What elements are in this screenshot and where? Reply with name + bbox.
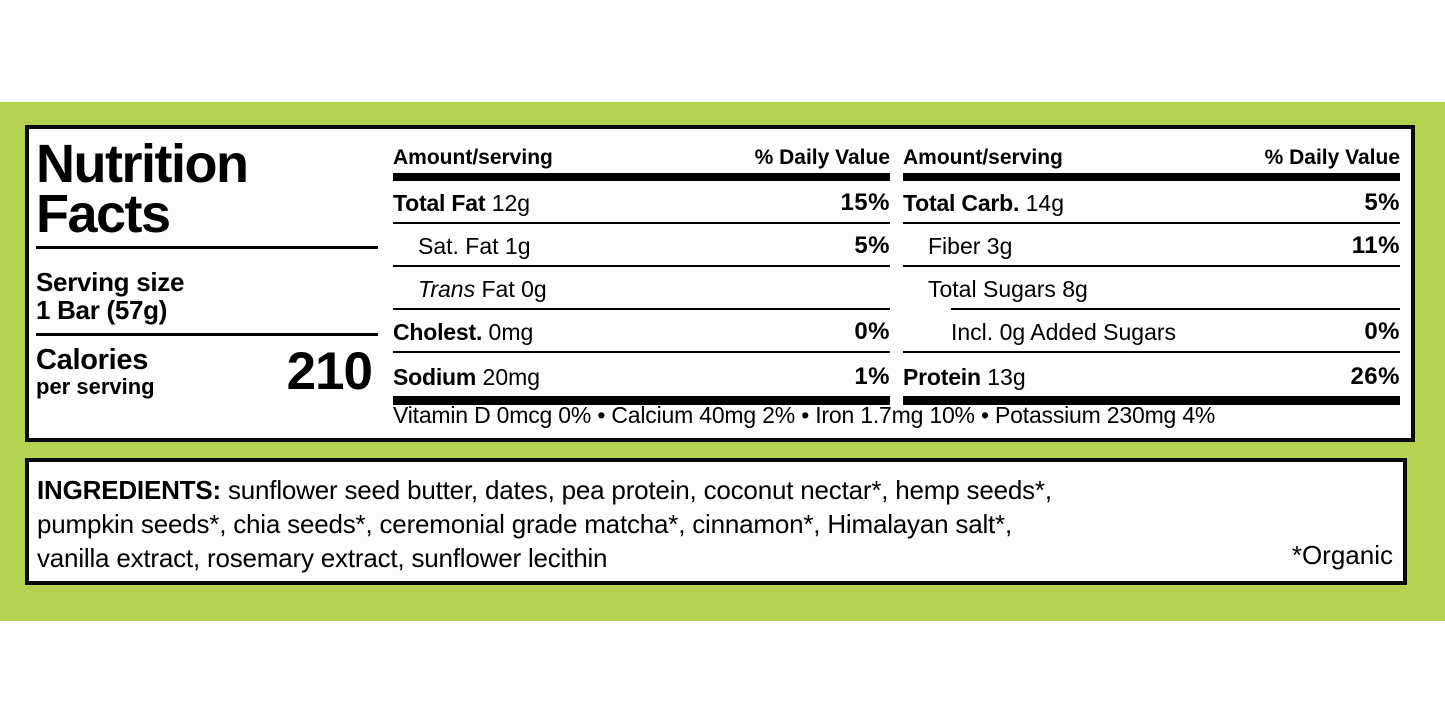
daily-value: 0% bbox=[1364, 318, 1400, 345]
row-added-sugars: Incl. 0g Added Sugars 0% bbox=[903, 310, 1400, 353]
divider-line bbox=[36, 333, 378, 336]
nutrient-amount: 20mg bbox=[476, 364, 541, 390]
calories-value: 210 bbox=[286, 342, 373, 401]
row-cholesterol: Cholest. 0mg 0% bbox=[393, 310, 890, 353]
nutrient-name: Cholest. bbox=[393, 319, 483, 345]
nutrient-amount: Fat 0g bbox=[475, 276, 547, 302]
nutrient-amount: 12g bbox=[485, 190, 531, 216]
header-amount-serving: Amount/serving bbox=[903, 146, 1063, 169]
nutrient-name: Total Fat bbox=[393, 190, 486, 216]
calories-block: Calories per serving 210 bbox=[36, 345, 378, 399]
serving-size-block: Serving size 1 Bar (57g) bbox=[36, 268, 378, 324]
nutrition-facts-panel: Nutrition Facts Serving size 1 Bar (57g)… bbox=[25, 125, 1415, 442]
micronutrients-line: Vitamin D 0mcg 0% • Calcium 40mg 2% • Ir… bbox=[393, 402, 1216, 428]
daily-value: 15% bbox=[840, 189, 890, 216]
nutrient-column-right: Amount/serving % Daily Value Total Carb.… bbox=[903, 141, 1400, 405]
row-sodium: Sodium 20mg 1% bbox=[393, 353, 890, 396]
calories-labels: Calories per serving bbox=[36, 345, 155, 399]
serving-size-label: Serving size bbox=[36, 267, 185, 297]
header-daily-value: % Daily Value bbox=[1264, 146, 1400, 169]
indented-rule bbox=[951, 308, 1400, 310]
ingredients-panel: INGREDIENTS: sunflower seed butter, date… bbox=[25, 458, 1407, 585]
nutrient-amount: Fiber 3g bbox=[928, 233, 1013, 259]
nutrient-amount: 14g bbox=[1019, 190, 1064, 216]
nutrition-facts-summary-column: Nutrition Facts Serving size 1 Bar (57g)… bbox=[36, 137, 378, 399]
serving-size-value: 1 Bar (57g) bbox=[36, 295, 168, 325]
daily-value: 0% bbox=[854, 318, 890, 345]
daily-value: 26% bbox=[1350, 363, 1400, 390]
nutrient-name: Total Carb. bbox=[903, 190, 1020, 216]
nutrient-amount: Total Sugars 8g bbox=[928, 276, 1088, 302]
row-fiber: Fiber 3g 11% bbox=[903, 224, 1400, 267]
title-line-1: Nutrition bbox=[36, 134, 249, 194]
column-header: Amount/serving % Daily Value bbox=[903, 141, 1400, 173]
daily-value: 1% bbox=[854, 363, 890, 390]
row-total-fat: Total Fat 12g 15% bbox=[393, 181, 890, 224]
thick-rule bbox=[903, 396, 1400, 405]
row-trans-fat: Trans Fat 0g bbox=[393, 267, 890, 310]
daily-value: 5% bbox=[1364, 189, 1400, 216]
label-background: Nutrition Facts Serving size 1 Bar (57g)… bbox=[0, 102, 1445, 621]
ingredients-line-1: INGREDIENTS: sunflower seed butter, date… bbox=[37, 473, 1395, 507]
nutrient-amount: Incl. 0g Added Sugars bbox=[951, 319, 1177, 345]
nutrient-column-left: Amount/serving % Daily Value Total Fat 1… bbox=[393, 141, 890, 405]
nutrient-amount: Sat. Fat 1g bbox=[418, 233, 531, 259]
nutrient-name-italic: Trans bbox=[418, 276, 476, 302]
header-daily-value: % Daily Value bbox=[754, 146, 890, 169]
ingredients-line-3: vanilla extract, rosemary extract, sunfl… bbox=[37, 543, 608, 573]
calories-label: Calories bbox=[36, 344, 149, 376]
row-total-carb: Total Carb. 14g 5% bbox=[903, 181, 1400, 224]
daily-value: 11% bbox=[1351, 232, 1400, 259]
thick-rule bbox=[393, 173, 890, 181]
nutrient-amount: 0mg bbox=[482, 319, 534, 345]
nutrition-facts-title: Nutrition Facts bbox=[36, 137, 378, 241]
column-header: Amount/serving % Daily Value bbox=[393, 141, 890, 173]
nutrient-name: Sodium bbox=[393, 364, 477, 390]
row-total-sugars: Total Sugars 8g bbox=[903, 267, 1400, 308]
organic-footnote: *Organic bbox=[1291, 540, 1393, 570]
calories-sublabel: per serving bbox=[36, 374, 155, 399]
nutrient-amount: 13g bbox=[980, 364, 1026, 390]
thick-rule bbox=[903, 173, 1400, 181]
row-protein: Protein 13g 26% bbox=[903, 353, 1400, 396]
nutrient-name: Protein bbox=[903, 364, 981, 390]
daily-value: 5% bbox=[854, 232, 890, 259]
ingredients-label: INGREDIENTS: bbox=[37, 475, 221, 505]
ingredients-line-2: pumpkin seeds*, chia seeds*, ceremonial … bbox=[37, 509, 1013, 539]
ingredients-text: sunflower seed butter, dates, pea protei… bbox=[220, 475, 1052, 505]
header-amount-serving: Amount/serving bbox=[393, 146, 553, 169]
divider-line bbox=[36, 246, 378, 249]
thick-rule bbox=[393, 396, 890, 405]
row-sat-fat: Sat. Fat 1g 5% bbox=[393, 224, 890, 267]
title-line-2: Facts bbox=[36, 184, 171, 244]
